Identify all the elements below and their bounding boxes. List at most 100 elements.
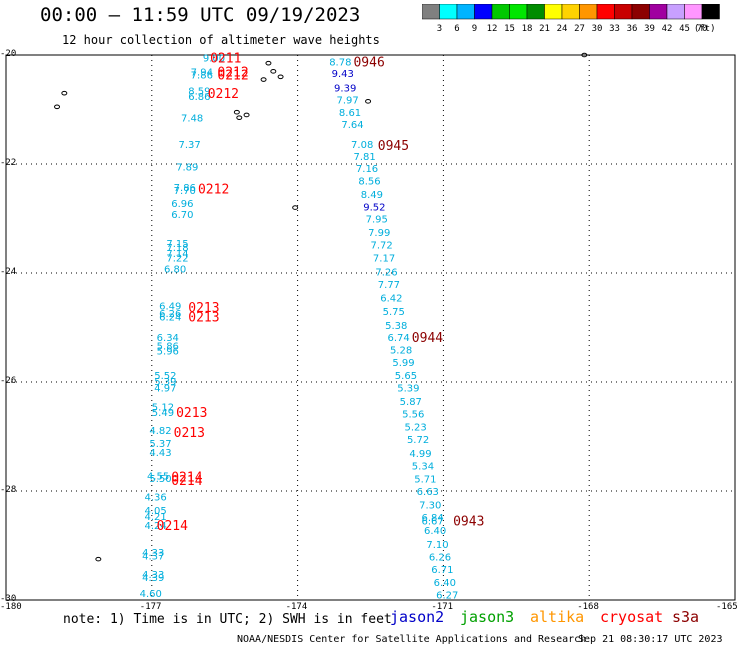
latitude-tick-label: -30 [0,594,17,604]
island-outline [243,112,250,118]
wave-height-value: 7.26 [375,267,397,278]
wave-height-value: 6.86 [188,92,210,103]
wave-height-value: 8.61 [339,108,361,119]
wave-height-value: 6.26 [429,552,451,563]
wave-height-value: 5.75 [383,307,405,318]
credit-line: NOAA/NESDIS Center for Satellite Applica… [237,634,587,645]
wave-height-value: 6.67 [422,516,444,527]
wave-height-value: 4.97 [154,383,176,394]
wave-height-value: 7.81 [353,152,375,163]
longitude-tick-label: -168 [577,602,599,612]
wave-height-value: 8.56 [358,176,380,187]
wave-height-value: 6.27 [436,591,458,602]
colorbar-tick-label: 42 [662,24,673,34]
pass-time-label: 0945 [378,139,409,154]
pass-time-label: 0214 [171,470,202,485]
wave-height-value: 7.15 [166,239,188,250]
wave-height-value: 5.96 [157,346,179,357]
satellite-legend-entry: altika [530,608,585,626]
pass-time-label: 0946 [353,56,384,71]
wave-height-value: 7.22 [166,254,188,265]
colorbar-tick-label: 36 [627,24,638,34]
wave-height-value: 4.24 [145,521,167,532]
wave-height-value: 6.26 [159,309,181,320]
wave-height-value: 5.52 [154,371,176,382]
colorbar-tick-label: 15 [504,24,515,34]
wave-height-value: 5.65 [395,371,417,382]
wave-height-value: 6.71 [431,565,453,576]
wave-height-value: 9.00 [203,54,225,65]
pass-time-label: 0212 [198,183,229,198]
wave-height-value: 5.37 [149,439,171,450]
pass-time-label: 0212 [217,65,248,80]
wave-height-value: 7.37 [179,140,201,151]
wave-height-value: 7.14 [166,249,188,260]
wave-height-value: 4.43 [149,448,171,459]
island-outline [581,52,588,58]
island-outline [277,74,284,80]
pass-time-label: 0943 [453,514,484,529]
pass-time-label: 0211 [210,52,241,67]
wave-height-value: 6.74 [388,333,410,344]
wave-height-value: 7.95 [366,215,388,226]
longitude-tick-label: -177 [139,602,162,612]
pass-time-label: 0214 [171,474,202,489]
wave-height-value: 5.39 [397,383,419,394]
island-outline [265,60,272,66]
wave-height-value: 7.70 [174,186,196,197]
pass-time-label: 0213 [188,301,219,316]
wave-height-value: 6.40 [424,526,446,537]
latitude-tick-label: -20 [0,49,17,59]
wave-height-value: 4.36 [145,492,167,503]
wave-height-value: 5.56 [402,410,424,421]
wave-height-value: 5.49 [152,408,174,419]
colorbar-tick-label: 12 [487,24,498,34]
satellite-legend-entry: s3a [672,608,700,626]
wave-height-value: 6.49 [159,302,181,313]
wave-height-value: 7.17 [373,254,395,265]
wave-height-value: 6.42 [380,294,402,305]
colorbar-tick-label: 39 [644,24,655,34]
island-outline [292,205,299,210]
island-outline [54,104,61,110]
island-outline [270,69,277,74]
wave-height-value: 8.78 [329,58,351,69]
wave-height-value: 5.38 [385,321,407,332]
wave-height-value: 9.52 [363,203,385,214]
pass-time-label: 0944 [412,331,443,346]
longitude-tick-label: -180 [0,602,22,612]
wave-height-value: 8.59 [188,86,210,97]
latitude-tick-label: -28 [0,485,17,495]
colorbar-tick-label: 45 [679,24,690,34]
wave-height-value: 7.16 [356,164,378,175]
longitude-tick-label: -174 [285,602,308,612]
wave-height-value: 4.21 [145,512,167,523]
longitude-tick-label: -165 [716,602,738,612]
chart-subtitle: 12 hour collection of altimeter wave hei… [62,33,380,47]
island-outline [260,77,267,82]
wave-height-value: 5.34 [412,461,434,472]
wave-height-value: 7.18 [166,243,188,254]
colorbar-tick-label: 33 [609,24,620,34]
wave-height-value: 7.10 [426,540,448,551]
island-outline [236,115,243,120]
wave-height-value: 7.30 [419,501,441,512]
wave-height-value: 4.33 [142,548,164,559]
satellite-legend-entry: jason3 [460,608,515,626]
colorbar-tick-label: 3 [437,24,442,34]
colorbar-tick-label: 6 [454,24,459,34]
wave-height-value: 4.39 [142,573,164,584]
island-outline [95,556,102,562]
wave-height-value: 4.33 [142,570,164,581]
colorbar-tick-label: 18 [522,24,533,34]
wave-height-value: 5.99 [392,358,414,369]
wave-height-value: 5.28 [390,345,412,356]
satellite-legend-entry: cryosat [600,608,664,626]
wave-height-value: 4.55 [147,472,169,483]
colorbar-unit: (ft) [694,24,716,34]
pass-time-label: 0214 [157,519,188,534]
wave-height-value: 7.77 [378,280,400,291]
wave-height-value: 6.40 [434,578,456,589]
pass-time-label: 0212 [208,87,239,102]
